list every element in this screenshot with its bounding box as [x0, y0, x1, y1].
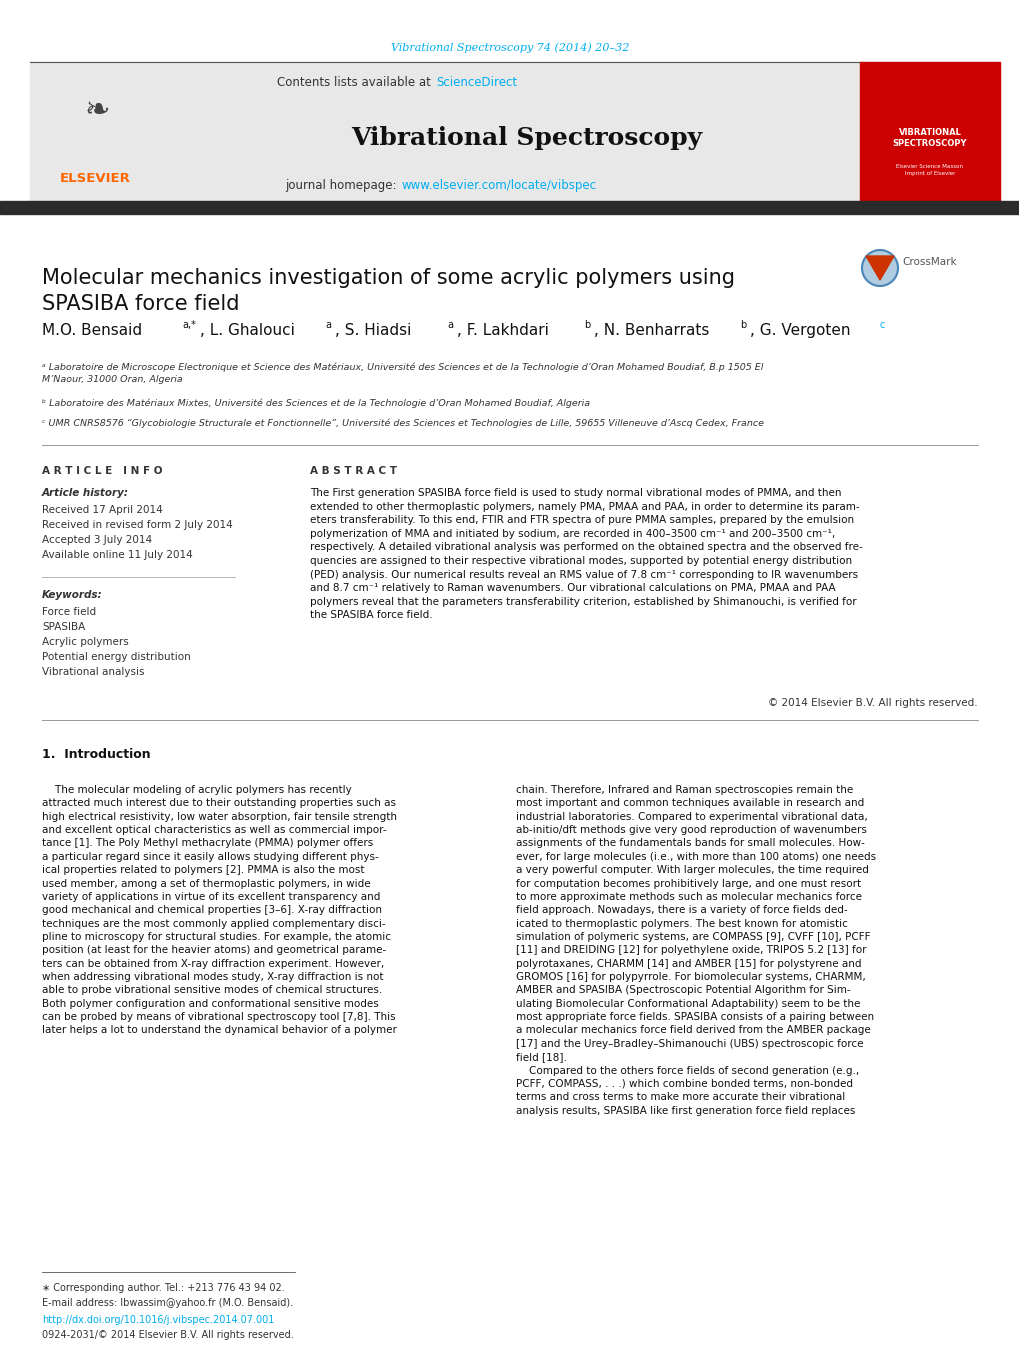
Text: A B S T R A C T: A B S T R A C T — [310, 466, 396, 476]
Bar — [0, 201, 1019, 213]
Text: Potential energy distribution: Potential energy distribution — [42, 653, 191, 662]
Text: Molecular mechanics investigation of some acrylic polymers using
SPASIBA force f: Molecular mechanics investigation of som… — [42, 267, 735, 313]
Text: Vibrational Spectroscopy 74 (2014) 20–32: Vibrational Spectroscopy 74 (2014) 20–32 — [390, 43, 629, 53]
Text: ∗ Corresponding author. Tel.: +213 776 43 94 02.: ∗ Corresponding author. Tel.: +213 776 4… — [42, 1283, 284, 1293]
Text: a,*: a,* — [181, 320, 196, 330]
Text: www.elsevier.com/locate/vibspec: www.elsevier.com/locate/vibspec — [401, 180, 596, 192]
Bar — [195, 62, 859, 203]
Text: ELSEVIER: ELSEVIER — [60, 172, 130, 185]
Text: CrossMark: CrossMark — [901, 257, 956, 267]
Text: ᵃ Laboratoire de Microscope Electronique et Science des Matériaux, Université de: ᵃ Laboratoire de Microscope Electronique… — [42, 362, 762, 384]
Text: 1.  Introduction: 1. Introduction — [42, 748, 151, 761]
Text: a: a — [446, 320, 452, 330]
Text: Force field: Force field — [42, 607, 96, 617]
Text: 0924-2031/© 2014 Elsevier B.V. All rights reserved.: 0924-2031/© 2014 Elsevier B.V. All right… — [42, 1329, 293, 1340]
Text: ᶜ UMR CNRS8576 “Glycobiologie Structurale et Fonctionnelle”, Université des Scie: ᶜ UMR CNRS8576 “Glycobiologie Structural… — [42, 417, 763, 427]
Text: , N. Benharrats: , N. Benharrats — [593, 323, 708, 338]
Text: Vibrational analysis: Vibrational analysis — [42, 667, 145, 677]
Text: Received in revised form 2 July 2014: Received in revised form 2 July 2014 — [42, 520, 232, 530]
Text: SPASIBA: SPASIBA — [42, 621, 86, 632]
Text: © 2014 Elsevier B.V. All rights reserved.: © 2014 Elsevier B.V. All rights reserved… — [767, 698, 977, 708]
Bar — [30, 62, 195, 203]
Text: Accepted 3 July 2014: Accepted 3 July 2014 — [42, 535, 152, 544]
Text: a: a — [325, 320, 331, 330]
Text: Received 17 April 2014: Received 17 April 2014 — [42, 505, 163, 515]
Text: , F. Lakhdari: , F. Lakhdari — [457, 323, 548, 338]
Text: M.O. Bensaid: M.O. Bensaid — [42, 323, 142, 338]
Text: Contents lists available at: Contents lists available at — [277, 76, 434, 89]
Text: , S. Hiadsi: , S. Hiadsi — [334, 323, 411, 338]
Text: Available online 11 July 2014: Available online 11 July 2014 — [42, 550, 193, 561]
Text: Elsevier Science Masson
Imprint of Elsevier: Elsevier Science Masson Imprint of Elsev… — [896, 165, 963, 176]
Text: A R T I C L E   I N F O: A R T I C L E I N F O — [42, 466, 162, 476]
Text: chain. Therefore, Infrared and Raman spectroscopies remain the
most important an: chain. Therefore, Infrared and Raman spe… — [516, 785, 875, 1116]
Text: Keywords:: Keywords: — [42, 590, 103, 600]
Text: journal homepage:: journal homepage: — [284, 180, 399, 192]
Text: http://dx.doi.org/10.1016/j.vibspec.2014.07.001: http://dx.doi.org/10.1016/j.vibspec.2014… — [42, 1315, 274, 1325]
Text: ScienceDirect: ScienceDirect — [435, 76, 517, 89]
Text: Article history:: Article history: — [42, 488, 128, 499]
Circle shape — [861, 250, 897, 286]
Text: c: c — [879, 320, 884, 330]
Text: VIBRATIONAL
SPECTROSCOPY: VIBRATIONAL SPECTROSCOPY — [892, 127, 966, 149]
Text: Vibrational Spectroscopy: Vibrational Spectroscopy — [352, 126, 702, 150]
Text: , L. Ghalouci: , L. Ghalouci — [200, 323, 294, 338]
Text: ᵇ Laboratoire des Matériaux Mixtes, Université des Sciences et de la Technologie: ᵇ Laboratoire des Matériaux Mixtes, Univ… — [42, 399, 590, 408]
Text: The First generation SPASIBA force field is used to study normal vibrational mod: The First generation SPASIBA force field… — [310, 488, 862, 620]
Text: Acrylic polymers: Acrylic polymers — [42, 638, 128, 647]
Bar — [859, 62, 999, 203]
Text: ❧: ❧ — [85, 96, 110, 124]
Text: The molecular modeling of acrylic polymers has recently
attracted much interest : The molecular modeling of acrylic polyme… — [42, 785, 396, 1035]
Text: E-mail address: lbwassim@yahoo.fr (M.O. Bensaid).: E-mail address: lbwassim@yahoo.fr (M.O. … — [42, 1298, 292, 1308]
Text: , G. Vergoten: , G. Vergoten — [749, 323, 850, 338]
Polygon shape — [865, 255, 893, 280]
Text: b: b — [739, 320, 746, 330]
Text: b: b — [584, 320, 590, 330]
